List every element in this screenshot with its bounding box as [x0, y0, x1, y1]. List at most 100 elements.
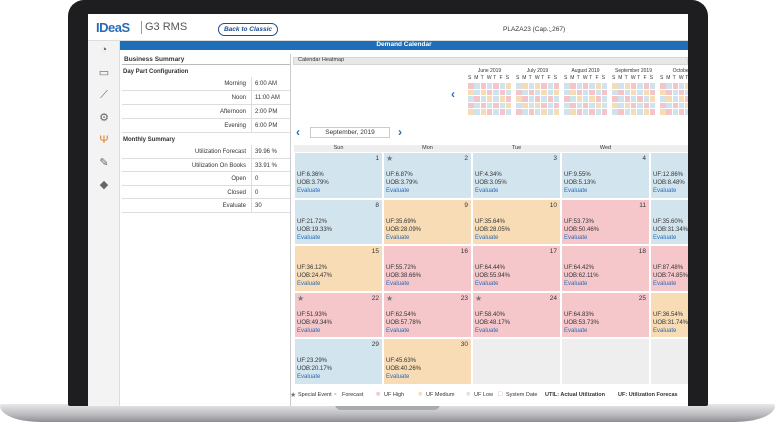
legend-label: System Date: [506, 392, 538, 398]
evaluate-link[interactable]: Evaluate: [475, 281, 499, 287]
day-cell[interactable]: [294, 152, 383, 199]
mini-day-cell: [630, 83, 637, 89]
mini-day-cell: [595, 89, 601, 95]
day-cell[interactable]: [472, 152, 561, 199]
mini-weekday: S: [564, 75, 568, 81]
mini-day-cell: [474, 102, 480, 108]
day-cell[interactable]: [383, 198, 472, 245]
mini-day-cell: [618, 102, 624, 108]
back-to-classic-button[interactable]: Back to Classic: [218, 23, 278, 36]
day-cell[interactable]: [383, 291, 472, 338]
mini-day-cell: [672, 102, 679, 108]
evaluate-link[interactable]: Evaluate: [564, 327, 588, 334]
evaluate-link[interactable]: Evaluate: [297, 281, 321, 287]
day-cell[interactable]: [294, 198, 383, 245]
evaluate-link[interactable]: Evaluate: [564, 188, 588, 194]
day-cell[interactable]: [650, 198, 688, 245]
evaluate-link[interactable]: Evaluate: [653, 188, 677, 194]
evaluate-link[interactable]: Evaluate: [475, 327, 499, 334]
summary-row: [122, 119, 290, 133]
sidebar-icon[interactable]: ▭: [98, 66, 110, 79]
evaluate-link[interactable]: Evaluate: [564, 234, 588, 241]
evaluate-link[interactable]: Evaluate: [297, 327, 321, 334]
month-label[interactable]: September, 2019: [310, 127, 390, 138]
mini-weekday: M: [666, 75, 671, 81]
mini-day-cell: [564, 89, 570, 95]
evaluate-link[interactable]: Evaluate: [386, 374, 410, 380]
mini-day-cell: [468, 96, 474, 102]
evaluate-link[interactable]: Evaluate: [297, 374, 321, 380]
nav-next[interactable]: ›: [398, 125, 402, 139]
evaluate-link[interactable]: Evaluate: [386, 281, 410, 287]
summary-title: Business Summary: [122, 55, 290, 65]
evaluate-link[interactable]: Evaluate: [475, 188, 499, 194]
evaluate-link[interactable]: Evaluate: [653, 281, 677, 287]
heatmap-bar: [293, 57, 688, 65]
summary-value: 30: [255, 203, 262, 209]
special-event-star: ★: [386, 293, 394, 303]
uf-value: UF:36.12%: [297, 265, 328, 271]
day-cell[interactable]: [561, 291, 650, 338]
mini-day-cell: [576, 83, 583, 89]
day-number: 29: [371, 341, 379, 348]
evaluate-link[interactable]: Evaluate: [564, 281, 588, 287]
summary-value-box: [251, 119, 252, 133]
evaluate-link[interactable]: Evaluate: [386, 188, 410, 194]
day-cell: [561, 338, 650, 385]
mini-day-cell: [528, 109, 535, 115]
sidebar-icon[interactable]: ◔: [100, 44, 108, 56]
evaluate-link[interactable]: Evaluate: [297, 234, 321, 241]
day-cell[interactable]: [294, 245, 383, 292]
sidebar-icon[interactable]: ◆: [99, 179, 109, 191]
evaluate-link[interactable]: Evaluate: [386, 327, 410, 334]
day-cell[interactable]: [383, 338, 472, 385]
day-number: 24: [549, 294, 557, 302]
day-cell[interactable]: [561, 152, 650, 199]
nav-prev[interactable]: ‹: [296, 125, 300, 139]
mini-day-cell: [570, 89, 576, 95]
uob-value: UOB:5.13%: [564, 180, 596, 186]
sidebar-icon[interactable]: ✎: [99, 156, 109, 169]
mini-day-cell: [595, 109, 601, 115]
day-cell[interactable]: [561, 198, 650, 245]
sidebar-icon[interactable]: ⟋: [100, 89, 108, 101]
day-cell[interactable]: [383, 245, 472, 292]
mini-weekday: W: [582, 75, 588, 81]
day-cell[interactable]: [383, 152, 472, 199]
day-cell[interactable]: [294, 338, 383, 385]
day-cell[interactable]: [650, 291, 688, 338]
evaluate-link[interactable]: Evaluate: [653, 234, 677, 241]
day-cell[interactable]: [294, 291, 383, 338]
property-selector[interactable]: PLAZA23 (Cap.: 267): [503, 26, 566, 33]
uob-value: UOB:53.73%: [564, 319, 600, 326]
evaluate-link[interactable]: Evaluate: [297, 188, 321, 194]
day-cell[interactable]: [472, 198, 561, 245]
evaluate-link[interactable]: Evaluate: [475, 234, 499, 241]
sidebar-icon[interactable]: ⚙: [99, 111, 109, 124]
mini-day-cell: [505, 96, 512, 102]
mini-day-cell: [553, 102, 560, 108]
mini-day-cell: [630, 96, 637, 102]
legend-label: UTIL: Actual Utilization: [545, 392, 605, 398]
mini-day-cell: [547, 96, 553, 102]
day-cell[interactable]: [472, 291, 561, 338]
mini-day-cell: [541, 102, 547, 108]
heatmap-prev[interactable]: ‹: [451, 87, 455, 101]
mini-day-cell: [516, 83, 522, 89]
day-cell[interactable]: [650, 152, 688, 199]
mini-day-cell: [474, 89, 480, 95]
mini-day-cell: [564, 102, 570, 108]
mini-day-cell: [660, 96, 666, 102]
summary-value-box: [251, 199, 252, 213]
special-event-star: ★: [386, 154, 394, 163]
evaluate-link[interactable]: Evaluate: [653, 327, 677, 334]
uob-value: UOB:20.17%: [297, 366, 333, 372]
day-cell[interactable]: [472, 245, 561, 292]
day-cell[interactable]: [561, 245, 650, 292]
evaluate-link[interactable]: Evaluate: [386, 234, 410, 241]
mini-day-cell: [522, 102, 528, 108]
day-number: 15: [371, 248, 379, 255]
mini-day-cell: [468, 89, 474, 95]
sidebar-icon[interactable]: Ψ: [99, 134, 109, 146]
day-cell[interactable]: [650, 245, 688, 292]
